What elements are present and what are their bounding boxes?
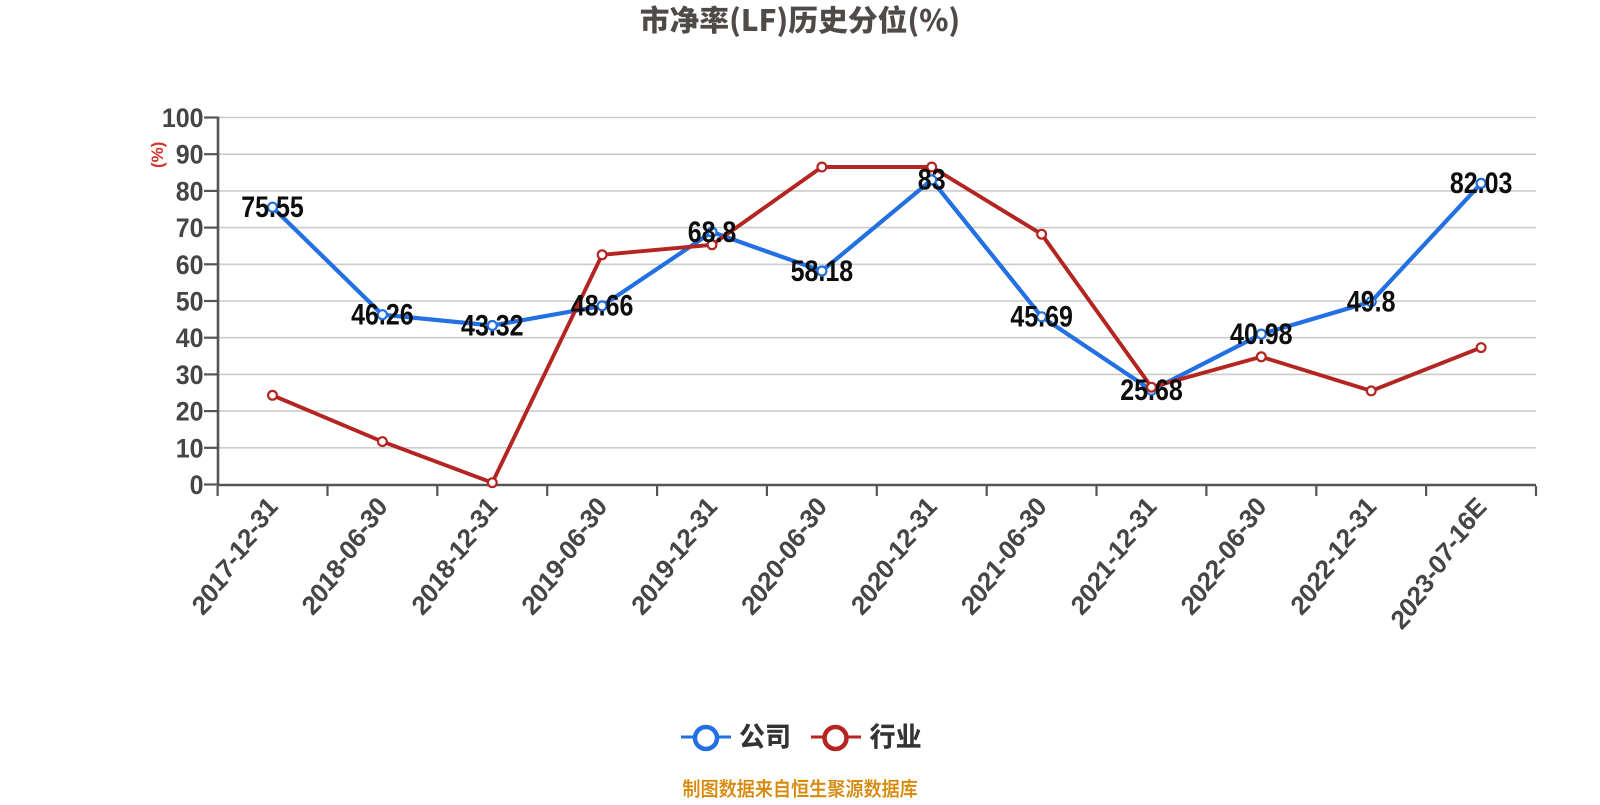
svg-text:45.69: 45.69 xyxy=(1010,300,1073,333)
svg-text:0: 0 xyxy=(190,471,204,500)
svg-text:58.18: 58.18 xyxy=(791,254,854,287)
svg-text:30: 30 xyxy=(176,361,204,390)
svg-text:48.66: 48.66 xyxy=(571,289,634,322)
svg-text:90: 90 xyxy=(176,141,204,170)
svg-text:49.8: 49.8 xyxy=(1347,285,1396,318)
svg-text:82.03: 82.03 xyxy=(1450,166,1513,199)
svg-text:75.55: 75.55 xyxy=(241,190,304,223)
svg-text:83: 83 xyxy=(918,163,946,196)
svg-text:20: 20 xyxy=(176,398,204,427)
svg-text:60: 60 xyxy=(176,251,204,280)
svg-text:46.26: 46.26 xyxy=(351,298,414,331)
svg-text:10: 10 xyxy=(176,435,204,464)
svg-text:68.8: 68.8 xyxy=(688,215,737,248)
svg-text:40.98: 40.98 xyxy=(1230,317,1293,350)
svg-text:70: 70 xyxy=(176,215,204,244)
svg-text:43.32: 43.32 xyxy=(461,308,524,341)
svg-text:(%): (%) xyxy=(148,142,167,168)
svg-text:25.68: 25.68 xyxy=(1120,373,1183,406)
svg-text:80: 80 xyxy=(176,178,204,207)
svg-text:50: 50 xyxy=(176,288,204,317)
svg-text:100: 100 xyxy=(162,104,204,133)
svg-text:40: 40 xyxy=(176,325,204,354)
